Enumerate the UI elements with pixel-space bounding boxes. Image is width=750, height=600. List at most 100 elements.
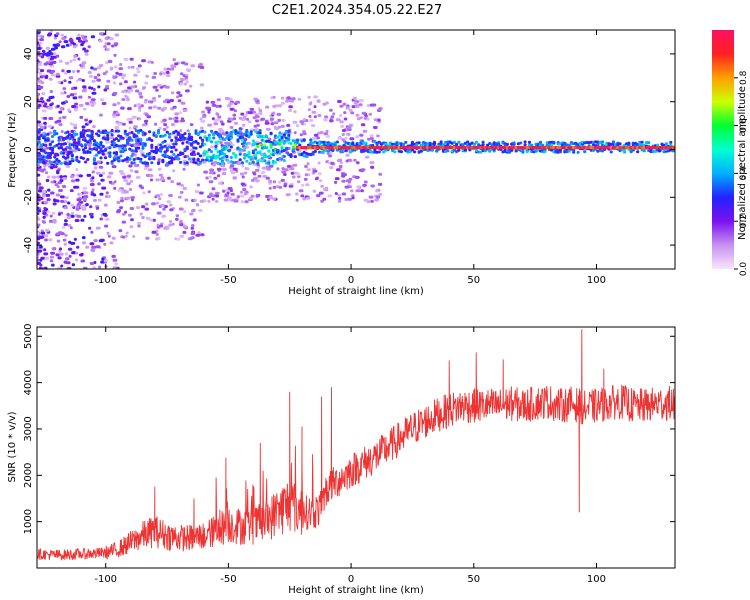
spectrogram-cell [166, 67, 170, 71]
spectrogram-cell [170, 150, 174, 154]
spectrogram-cell [242, 115, 247, 119]
spectrogram-cell [211, 197, 215, 201]
spectrogram-cell [39, 236, 44, 239]
spectrogram-cell [636, 150, 640, 154]
spectrogram-cell [182, 210, 187, 214]
spectrogram-cell [125, 139, 130, 143]
spectrogram-cell [244, 190, 249, 194]
spectrogram-cell [368, 112, 373, 116]
spectrogram-cell [152, 85, 158, 89]
spectrogram-cell [276, 167, 280, 171]
spectrogram-cell [52, 43, 58, 47]
spectrogram-cell [64, 252, 69, 256]
spectrogram-cell [52, 202, 57, 206]
spectrogram-cell [49, 57, 54, 61]
spectrogram-cell [84, 52, 89, 56]
spectrogram-cell [73, 149, 78, 153]
spectrogram-cell [59, 161, 63, 165]
spectrogram-cell [386, 148, 390, 152]
spectrogram-cell [38, 71, 43, 75]
spectrogram-cell [172, 58, 176, 62]
spectrogram-cell [45, 179, 50, 182]
spectrogram-cell [233, 109, 238, 113]
spectrogram-cell [216, 167, 222, 171]
spectrogram-cell [339, 114, 343, 117]
spectrogram-cell [299, 133, 303, 137]
snr-x-tick-label: -100 [94, 574, 117, 585]
spectrogram-cell [73, 126, 78, 130]
spectrogram-cell [82, 241, 87, 245]
spectrogram-cell [49, 259, 54, 263]
spectrogram-cell [271, 111, 276, 115]
spectrogram-cell [127, 213, 132, 217]
spectrogram-cell [435, 149, 439, 153]
spectrogram-cell [232, 176, 237, 180]
spectrogram-cell [274, 127, 280, 131]
spectrogram-cell [106, 136, 110, 140]
spectrogram-cell [200, 233, 205, 237]
spectrogram-cell [88, 141, 93, 145]
spectrogram-cell [111, 254, 116, 258]
spectrogram-cell [296, 173, 301, 177]
spectrogram-cell [121, 90, 126, 94]
spectrogram-cell [69, 59, 73, 63]
spectrogram-cell [466, 140, 470, 144]
spectrogram-cell [221, 122, 225, 126]
spectrogram-cell [44, 238, 49, 242]
spectrogram-cell [210, 100, 216, 104]
spectrogram-cell [85, 102, 90, 105]
spectrogram-cell [192, 150, 196, 154]
spectrogram-cell [167, 176, 171, 180]
spectrogram-cell [48, 49, 52, 53]
spectrogram-cell [99, 141, 103, 144]
spectrogram-cell [166, 74, 171, 78]
spectrogram-cell [81, 134, 85, 138]
spectrogram-cell [187, 157, 191, 161]
spectrogram-cell [192, 158, 196, 161]
spectrogram-cell [156, 83, 162, 87]
spectrogram-cell [567, 149, 571, 153]
spectrogram-cell [212, 132, 216, 136]
spectrogram-cell [223, 144, 227, 148]
spectrogram-cell [179, 223, 184, 227]
spectrogram-cell [50, 148, 55, 152]
spectrogram-cell [145, 216, 151, 220]
spectrogram-cell [236, 195, 241, 199]
spectrogram-cell [201, 110, 206, 114]
spectrogram-cell [656, 143, 660, 147]
spectrogram-cell [123, 147, 127, 151]
spectrogram-cell [85, 203, 89, 207]
spectrogram-cell [338, 196, 342, 200]
spectrogram-cell [76, 214, 82, 218]
spectrogram-cell [75, 178, 80, 182]
spectrogram-cell [527, 140, 532, 144]
spectrogram-cell [37, 95, 40, 99]
spectrogram-cell [287, 138, 291, 141]
spectrogram-cell [280, 101, 285, 105]
spectrogram-cell [172, 153, 176, 156]
spectrogram-cell [155, 232, 159, 236]
spectrogram-cell [52, 180, 57, 184]
spectrogram-cell [179, 160, 183, 164]
spectrogram-cell [404, 140, 408, 144]
spectrogram-cell [48, 160, 52, 164]
spectrogram-cell [278, 180, 282, 184]
spectrogram-cell [48, 77, 53, 81]
spectrogram-cell [301, 183, 305, 187]
spectrogram-cell [229, 145, 233, 149]
spectrogram-cell [363, 116, 367, 120]
spectrogram-cell [307, 108, 312, 112]
spectrogram-cell [60, 195, 65, 199]
spectrogram-cell [99, 131, 103, 135]
spectrogram-cell [415, 143, 419, 147]
spectrogram-cell [203, 170, 208, 174]
spectrogram-cell [37, 206, 40, 210]
spectrogram-cell [133, 125, 138, 129]
spectrogram-cell [90, 129, 94, 133]
spectrogram-cell [291, 97, 296, 101]
spectrogram-cell [105, 61, 109, 65]
spectrogram-cell [104, 37, 109, 41]
spectrogram-cell [101, 152, 105, 156]
spectrogram-cell [207, 148, 211, 152]
